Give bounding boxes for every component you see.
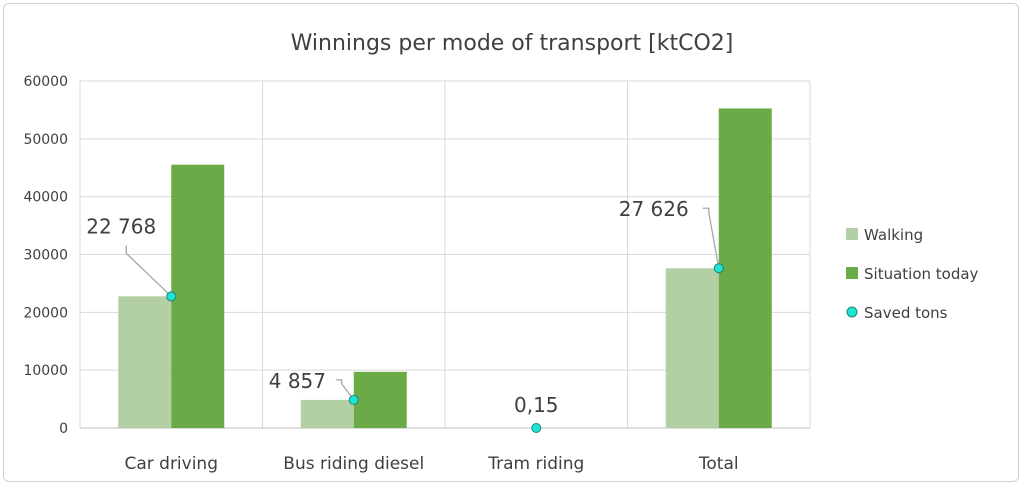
legend: Walking Situation today Saved tons: [846, 226, 979, 322]
data-label: 0,15: [514, 393, 559, 417]
chart-title: Winnings per mode of transport [ktCO2]: [291, 31, 734, 56]
bar-walking: [665, 268, 719, 428]
saved-tons-point: [713, 263, 724, 274]
y-tick-label: 40000: [23, 190, 68, 206]
x-tick-label: Bus riding diesel: [283, 454, 424, 474]
legend-marker: [846, 306, 858, 318]
y-tick-label: 10000: [23, 363, 68, 379]
data-label: 27 626: [619, 197, 689, 221]
y-tick-label: 0: [59, 421, 68, 437]
x-tick-label: Car driving: [124, 454, 218, 474]
labels-layer: 22 768 4 857 0,15 27 626: [86, 197, 688, 417]
data-label: 22 768: [86, 214, 156, 238]
data-label: 4 857: [269, 369, 326, 393]
saved-tons-point: [531, 422, 542, 433]
leaders-layer: [125, 207, 720, 401]
legend-label: Situation today: [864, 265, 979, 283]
x-tick-label: Total: [698, 454, 739, 474]
points-layer: [166, 263, 724, 433]
legend-label: Saved tons: [864, 304, 948, 322]
saved-tons-point: [348, 394, 359, 405]
y-tick-label: 20000: [23, 305, 68, 321]
legend-swatch: [846, 267, 858, 279]
bar-walking: [118, 296, 172, 428]
y-tick-label: 60000: [23, 74, 68, 90]
y-tick-label: 30000: [23, 248, 68, 264]
bars-layer: [118, 108, 772, 429]
legend-label: Walking: [864, 226, 923, 244]
legend-swatch: [846, 228, 858, 240]
bar-situation-today: [353, 371, 407, 428]
saved-tons-point: [166, 291, 177, 302]
bar-situation-today: [171, 164, 225, 428]
grid-layer: 0 10000 20000 30000 40000 50000 60000 Car drivi…: [23, 74, 811, 474]
bar-situation-today: [718, 108, 772, 429]
leader-line: [702, 207, 720, 269]
x-tick-label: Tram riding: [487, 454, 584, 474]
bar-walking: [300, 399, 354, 428]
leader-line: [335, 379, 355, 401]
leader-line: [125, 245, 172, 297]
y-tick-label: 50000: [23, 132, 68, 148]
